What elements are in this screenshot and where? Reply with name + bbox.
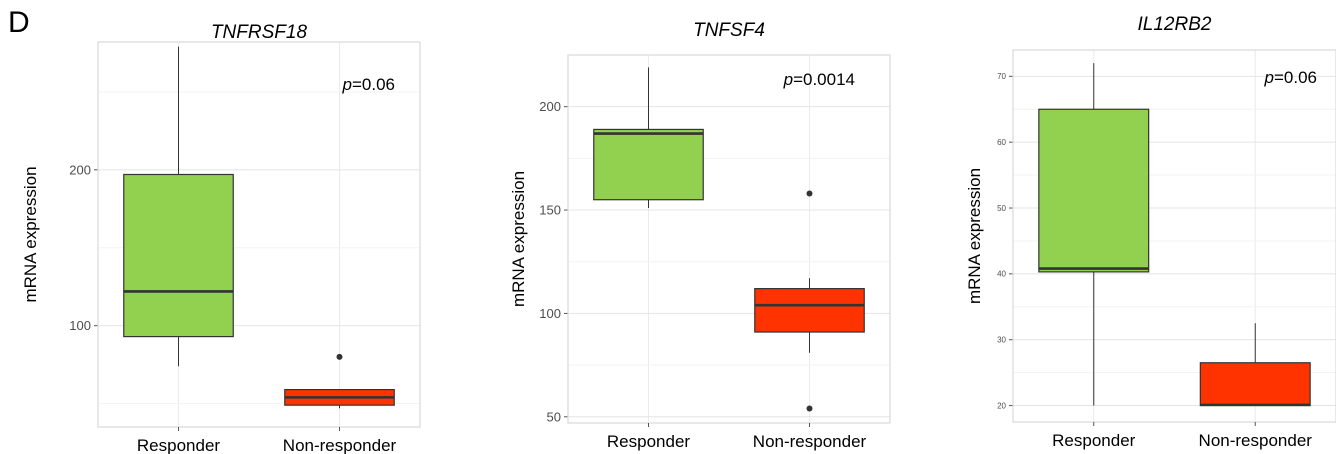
- x-tick-label: Responder: [137, 436, 221, 454]
- chart-panel-1: 100 200 Responder Non-responder TNFRSF18 mRNA…: [21, 22, 421, 454]
- y-tick-label: 70: [997, 72, 1006, 81]
- y-axis-label: mRNA expression: [509, 171, 528, 307]
- chart-panel-2: 50 100 150 200 Responder Non-responder TNFSF4 m…: [509, 20, 891, 451]
- x-tick-label: Responder: [607, 432, 691, 451]
- y-tick-label: 150: [539, 203, 561, 218]
- outlier-point: [336, 353, 343, 360]
- y-tick-label: 50: [547, 409, 561, 424]
- y-tick-label: 20: [997, 401, 1006, 410]
- box-responder: [1038, 108, 1150, 273]
- chart-title: TNFSF4: [693, 20, 765, 41]
- box-responder: [123, 173, 234, 338]
- plot-frame: [1012, 49, 1336, 423]
- outlier-point: [806, 405, 813, 412]
- y-axis-label: mRNA expression: [21, 166, 40, 302]
- y-tick-label: 200: [539, 99, 561, 114]
- y-tick-label: 60: [997, 138, 1006, 147]
- p-value-annotation: p=0.06: [1264, 68, 1317, 87]
- chart-title: TNFRSF18: [211, 22, 308, 43]
- p-value-annotation: p=0.06: [342, 75, 395, 94]
- plot-frame: [97, 41, 421, 428]
- x-tick-label: Responder: [1052, 431, 1136, 450]
- box-responder: [593, 128, 704, 201]
- x-tick-label: Non-responder: [753, 432, 867, 451]
- chart-panel-3: 20 30 40 50 60 70 Responder Non-responder IL12RB…: [965, 14, 1336, 450]
- y-tick-label: 40: [997, 270, 1006, 279]
- y-tick-label: 200: [69, 162, 91, 177]
- y-tick-label: 30: [997, 335, 1006, 344]
- outlier-point: [806, 190, 813, 197]
- chart-title: IL12RB2: [1138, 14, 1212, 35]
- y-tick-label: 50: [997, 204, 1006, 213]
- panel-letter: D: [8, 6, 30, 39]
- box-non-responder: [754, 288, 865, 333]
- x-tick-label: Non-responder: [283, 436, 397, 454]
- y-axis-label: mRNA expression: [965, 168, 984, 304]
- p-value-annotation: p=0.0014: [783, 70, 855, 89]
- y-tick-label: 100: [539, 306, 561, 321]
- plot-frame: [567, 54, 891, 424]
- box-non-responder: [1199, 362, 1311, 407]
- x-tick-label: Non-responder: [1199, 431, 1313, 450]
- y-tick-label: 100: [69, 318, 91, 333]
